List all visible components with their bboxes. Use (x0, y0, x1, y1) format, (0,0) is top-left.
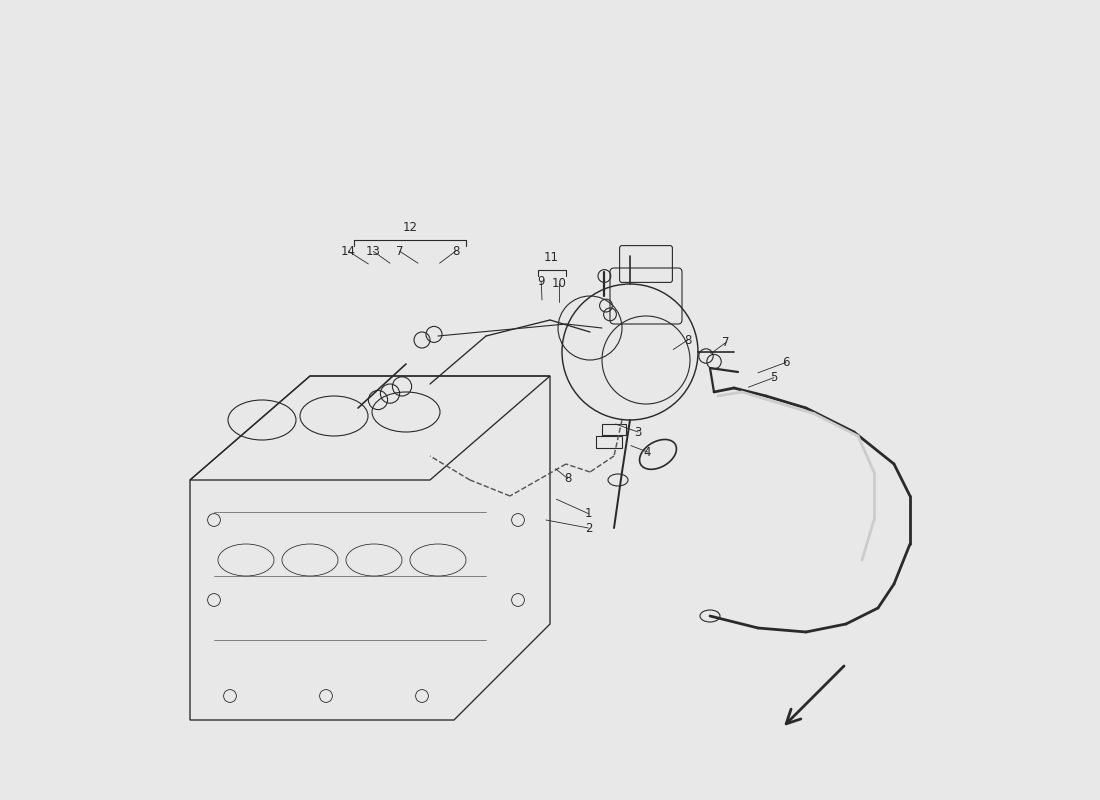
Text: 1: 1 (585, 507, 592, 520)
Text: 4: 4 (644, 446, 651, 458)
Text: 12: 12 (403, 221, 418, 234)
Text: 7: 7 (723, 336, 729, 349)
Text: 8: 8 (452, 245, 460, 258)
Text: 2: 2 (585, 522, 592, 534)
Text: 14: 14 (341, 245, 356, 258)
Text: 3: 3 (635, 426, 641, 438)
Text: 11: 11 (544, 251, 559, 264)
Text: 13: 13 (366, 245, 381, 258)
Text: 8: 8 (564, 472, 571, 485)
Text: 10: 10 (551, 277, 566, 290)
Text: 7: 7 (396, 245, 404, 258)
Text: 9: 9 (538, 275, 544, 288)
Text: 8: 8 (684, 334, 691, 346)
Text: 6: 6 (782, 356, 790, 369)
Text: 5: 5 (770, 371, 778, 384)
